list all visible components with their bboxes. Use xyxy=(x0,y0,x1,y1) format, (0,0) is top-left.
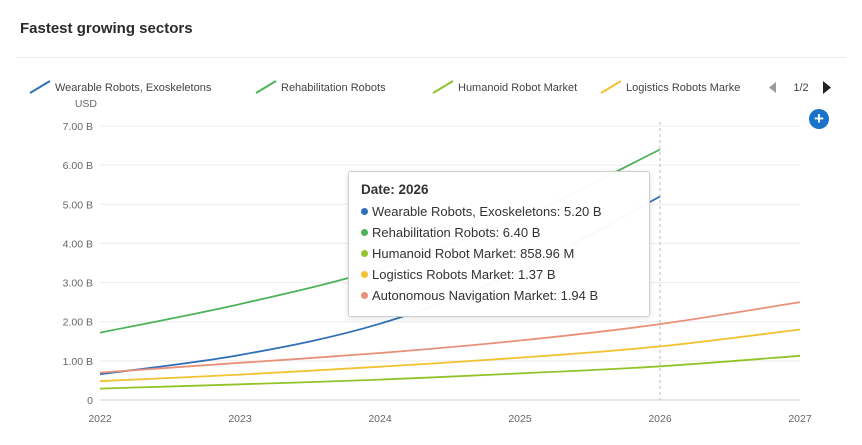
x-tick-label: 2027 xyxy=(788,413,812,425)
legend-swatch xyxy=(600,80,622,94)
y-tick-label: 0 xyxy=(87,395,93,407)
tooltip-dot xyxy=(361,229,368,236)
x-tick-label: 2024 xyxy=(368,413,392,425)
y-tick-label: 4.00 B xyxy=(63,238,93,250)
tooltip-dot xyxy=(361,250,368,257)
series-line xyxy=(99,354,801,390)
title-divider xyxy=(16,57,846,58)
tooltip-row: Logistics Robots Market: 1.37 B xyxy=(361,264,637,285)
x-tick-label: 2025 xyxy=(508,413,532,425)
chart-title: Fastest growing sectors xyxy=(20,20,193,37)
tooltip-row: Humanoid Robot Market: 858.96 M xyxy=(361,243,637,264)
legend-item: Logistics Robots Marke xyxy=(626,82,740,94)
tooltip-row-text: Logistics Robots Market: 1.37 B xyxy=(372,267,556,282)
legend-swatch xyxy=(432,80,454,94)
y-tick-label: 2.00 B xyxy=(63,317,93,329)
tooltip-dot xyxy=(361,292,368,299)
tooltip-row-text: Autonomous Navigation Market: 1.94 B xyxy=(372,288,599,303)
legend-swatch xyxy=(29,80,51,94)
tooltip-dot xyxy=(361,208,368,215)
hover-tooltip: Date: 2026 Wearable Robots, Exoskeletons… xyxy=(348,171,650,317)
tooltip-row: Rehabilitation Robots: 6.40 B xyxy=(361,222,637,243)
y-tick-label: 6.00 B xyxy=(63,160,93,172)
triangle-left-icon[interactable] xyxy=(769,82,776,93)
y-tick-label: 3.00 B xyxy=(63,278,93,290)
tooltip-row-text: Rehabilitation Robots: 6.40 B xyxy=(372,225,541,240)
legend-item: Humanoid Robot Market xyxy=(458,82,577,94)
series-line xyxy=(99,301,801,374)
tooltip-row-text: Humanoid Robot Market: 858.96 M xyxy=(372,246,575,261)
x-tick-label: 2023 xyxy=(228,413,252,425)
x-tick-label: 2022 xyxy=(88,413,112,425)
tooltip-dot xyxy=(361,271,368,278)
tooltip-title: Date: 2026 xyxy=(361,182,429,197)
legend-page-indicator: 1/2 xyxy=(793,82,808,94)
y-tick-label: 1.00 B xyxy=(63,356,93,368)
tooltip-row: Autonomous Navigation Market: 1.94 B xyxy=(361,285,637,306)
y-tick-label: 7.00 B xyxy=(63,121,93,133)
legend-item: Wearable Robots, Exoskeletons xyxy=(55,82,212,94)
legend-swatch xyxy=(255,80,277,94)
plus-icon[interactable]: + xyxy=(809,109,829,129)
triangle-right-icon[interactable] xyxy=(823,81,831,94)
tooltip-row: Wearable Robots, Exoskeletons: 5.20 B xyxy=(361,201,637,222)
x-tick-label: 2026 xyxy=(648,413,672,425)
y-axis-unit: USD xyxy=(75,98,98,110)
series-line xyxy=(99,328,801,383)
legend-item: Rehabilitation Robots xyxy=(281,82,386,94)
y-tick-label: 5.00 B xyxy=(63,199,93,211)
tooltip-row-text: Wearable Robots, Exoskeletons: 5.20 B xyxy=(372,204,602,219)
